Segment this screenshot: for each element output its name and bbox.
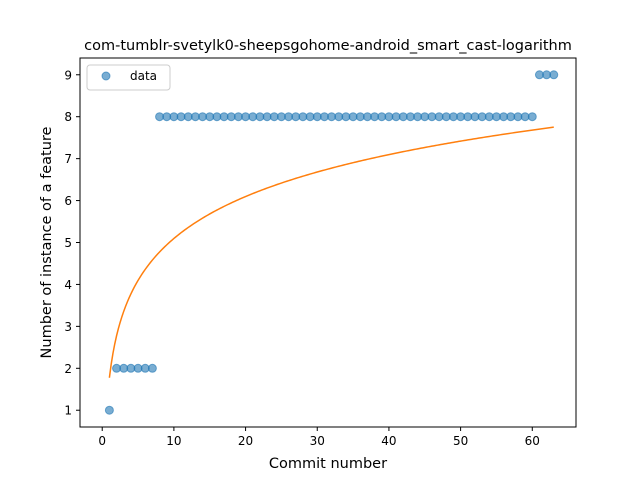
series-layer bbox=[104, 70, 559, 415]
fit-line bbox=[108, 126, 554, 378]
x-tick-label: 30 bbox=[310, 434, 325, 448]
y-tick-label: 1 bbox=[64, 404, 72, 418]
x-tick-label: 40 bbox=[381, 434, 396, 448]
y-tick-label: 6 bbox=[64, 194, 72, 208]
x-tick-label: 10 bbox=[166, 434, 181, 448]
legend-label-data: data bbox=[130, 69, 157, 83]
data-point bbox=[527, 112, 537, 122]
x-axis-ticks: 0 10 20 30 40 50 60 bbox=[98, 427, 540, 448]
legend-marker bbox=[101, 71, 111, 81]
y-tick-label: 8 bbox=[64, 110, 72, 124]
y-tick-label: 3 bbox=[64, 320, 72, 334]
legend: data bbox=[86, 64, 171, 91]
y-axis-label: Number of instance of a feature bbox=[39, 126, 55, 358]
y-tick-label: 4 bbox=[64, 278, 72, 292]
data-point bbox=[549, 70, 559, 80]
x-tick-label: 0 bbox=[98, 434, 106, 448]
x-tick-label: 50 bbox=[453, 434, 468, 448]
y-tick-label: 9 bbox=[64, 68, 72, 82]
y-tick-label: 5 bbox=[64, 236, 72, 250]
legend-box bbox=[86, 64, 171, 91]
y-tick-label: 7 bbox=[64, 152, 72, 166]
data-point bbox=[104, 405, 114, 415]
chart-title: com-tumblr-svetylk0-sheepsgohome-android… bbox=[84, 38, 572, 54]
x-tick-label: 20 bbox=[238, 434, 253, 448]
x-axis-label: Commit number bbox=[269, 456, 387, 472]
y-tick-label: 2 bbox=[64, 362, 72, 376]
x-tick-label: 60 bbox=[525, 434, 540, 448]
data-point bbox=[147, 363, 157, 373]
y-axis-ticks: 1 2 3 4 5 6 7 8 9 bbox=[64, 68, 80, 418]
